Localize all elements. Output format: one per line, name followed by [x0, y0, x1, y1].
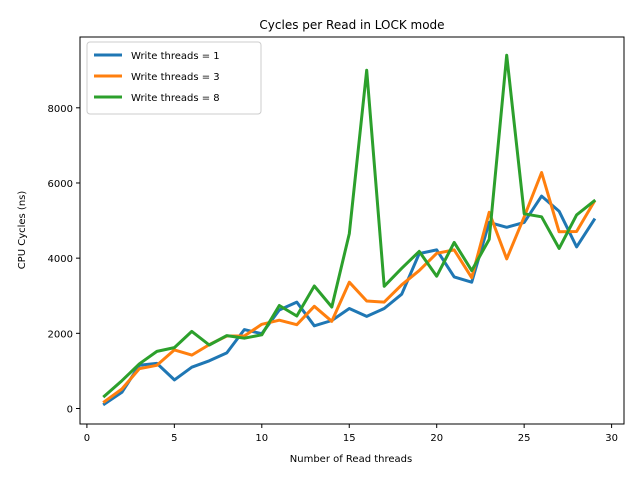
y-tick-label: 2000 [48, 329, 73, 340]
y-tick-label: 8000 [48, 104, 73, 115]
x-tick-label: 15 [343, 433, 356, 444]
x-tick-label: 25 [518, 433, 531, 444]
x-axis-label: Number of Read threads [290, 454, 412, 465]
legend: Write threads = 1 Write threads = 3 Write … [86, 41, 262, 115]
plot-frame [79, 36, 625, 425]
x-tick-label: 5 [171, 433, 177, 444]
y-tick-label: 6000 [48, 179, 73, 190]
y-tick-label: 4000 [48, 254, 73, 265]
series-line-2 [102, 171, 597, 404]
plot-area: 0 5 10 15 20 25 30 0 2000 4000 6000 8000 [48, 36, 625, 444]
legend-box [86, 41, 262, 115]
y-tick-label: 0 [67, 405, 73, 416]
legend-label-2: Write threads = 3 [131, 72, 220, 83]
y-axis-label: CPU Cycles (ns) [17, 191, 28, 270]
x-tick-label: 20 [430, 433, 443, 444]
series-line-1 [102, 194, 597, 407]
legend-label-3: Write threads = 8 [131, 93, 220, 104]
legend-label-1: Write threads = 1 [131, 51, 220, 62]
x-tick-label: 30 [605, 433, 618, 444]
series-line-3 [102, 53, 597, 399]
chart-title: Cycles per Read in LOCK mode [259, 18, 444, 32]
x-tick-label: 10 [255, 433, 268, 444]
x-tick-label: 0 [84, 433, 90, 444]
